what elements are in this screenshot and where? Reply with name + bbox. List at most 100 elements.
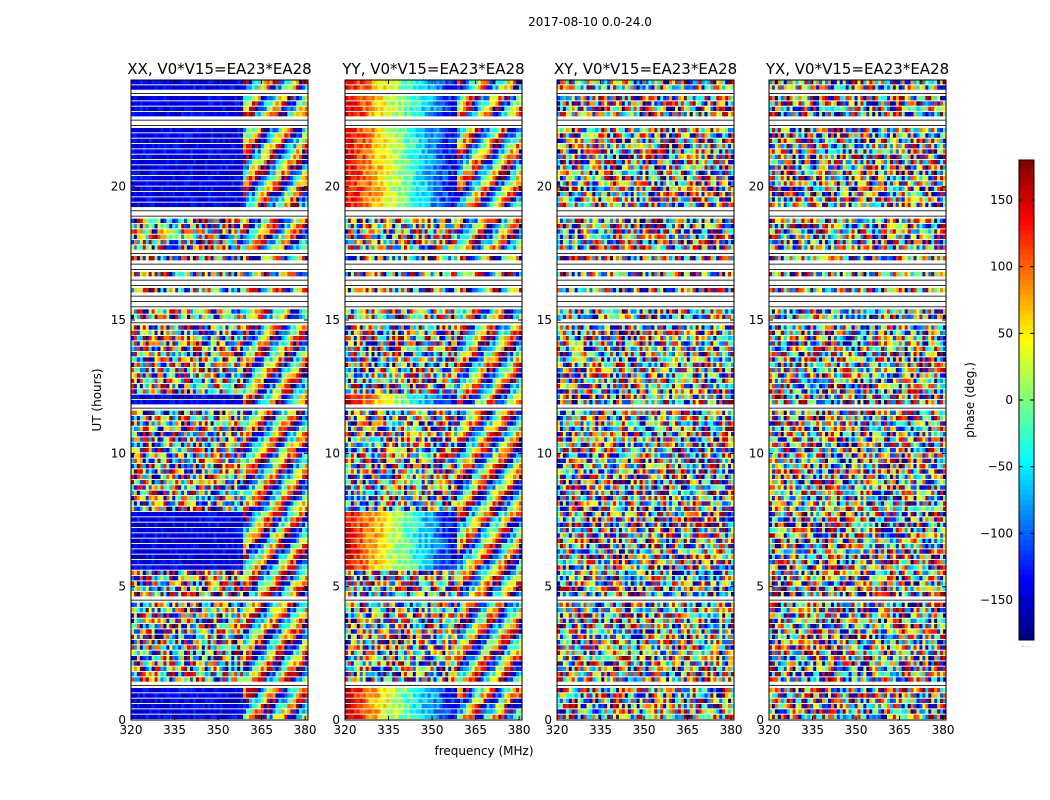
colorbar-segment [1019,415,1034,421]
x-tick-label: 320 [120,723,143,737]
y-tick-label: 15 [111,313,126,327]
colorbar-segment [1019,345,1034,351]
colorbar-segment [1019,455,1034,461]
colorbar-segment [1019,230,1034,236]
y-tick-label: 10 [537,446,552,460]
colorbar-segment [1019,260,1034,266]
colorbar-segment [1019,310,1034,316]
colorbar-segment [1019,490,1034,496]
colorbar-segment [1019,425,1034,431]
panel-xx: XX, V0*V15=EA23*EA28 320 335 350 365 380 0 5 10 1… [111,60,317,737]
colorbar-extra-label: ..... [1020,641,1031,649]
colorbar-segment [1019,630,1034,636]
x-tick-label: 365 [888,723,911,737]
x-tick-label: 380 [508,723,531,737]
colorbar-segment [1019,615,1034,621]
colorbar-segment [1019,235,1034,241]
colorbar-segment [1019,440,1034,446]
colorbar-segment [1019,370,1034,376]
panel-title: YX, V0*V15=EA23*EA28 [765,60,949,78]
x-tick-label: 335 [377,723,400,737]
colorbar-tick-label: −50 [988,460,1013,474]
colorbar-segment [1019,580,1034,586]
colorbar-segment [1019,300,1034,306]
colorbar-segment [1019,575,1034,581]
y-tick-label: 5 [332,580,340,594]
colorbar-segment [1019,495,1034,501]
colorbar-segment [1019,590,1034,596]
colorbar-segment [1019,550,1034,556]
x-tick-label: 350 [421,723,444,737]
colorbar-segment [1019,385,1034,391]
colorbar-segment [1019,510,1034,516]
colorbar-segment [1019,275,1034,281]
colorbar-segment [1019,390,1034,396]
colorbar-segment [1019,530,1034,536]
colorbar-segment [1019,280,1034,286]
colorbar-tick-label: 50 [998,326,1013,340]
panel-frame [768,79,947,721]
x-axis-label: frequency (MHz) [434,744,533,758]
panels: XX, V0*V15=EA23*EA28 320 335 350 365 380 0 5 10 1… [111,60,955,737]
colorbar-tick-label: 150 [990,193,1013,207]
x-tick-label: 350 [845,723,868,737]
colorbar-segment [1019,570,1034,576]
x-tick-label: 335 [589,723,612,737]
x-tick-label: 380 [294,723,317,737]
colorbar-segment [1019,560,1034,566]
y-tick-label: 5 [544,580,552,594]
panel-image [557,80,734,720]
x-tick-label: 380 [720,723,743,737]
colorbar-segment [1019,335,1034,341]
colorbar-segment [1019,250,1034,256]
colorbar-segment [1019,585,1034,591]
colorbar-segment [1019,170,1034,176]
colorbar-segment [1019,220,1034,226]
x-tick-label: 365 [464,723,487,737]
colorbar-segment [1019,340,1034,346]
colorbar-segment [1019,350,1034,356]
colorbar-tick-label: 100 [990,260,1013,274]
panel-yx: YX, V0*V15=EA23*EA28 320 335 350 365 380 0 5 10 1… [749,60,955,737]
colorbar-segment [1019,200,1034,206]
x-tick-label: 350 [633,723,656,737]
panel-title: XX, V0*V15=EA23*EA28 [127,60,311,78]
colorbar-segment [1019,600,1034,606]
y-tick-label: 20 [749,180,764,194]
colorbar-segment [1019,480,1034,486]
x-tick-label: 380 [932,723,955,737]
colorbar-segment [1019,410,1034,416]
colorbar-segment [1019,595,1034,601]
y-tick-label: 15 [749,313,764,327]
colorbar-tick-label: −100 [980,526,1013,540]
x-tick-label: 350 [207,723,230,737]
colorbar-segment [1019,195,1034,201]
x-tick-label: 320 [334,723,357,737]
panel-xy: XY, V0*V15=EA23*EA28 320 335 350 365 380 0 5 10 1… [537,60,743,737]
y-tick-label: 5 [118,580,126,594]
panel-title: XY, V0*V15=EA23*EA28 [554,60,737,78]
colorbar-segment [1019,265,1034,271]
colorbar-segment [1019,285,1034,291]
panel-frame [344,79,523,721]
colorbar-segment [1019,175,1034,181]
colorbar-segment [1019,605,1034,611]
colorbar-segment [1019,180,1034,186]
colorbar-segment [1019,525,1034,531]
colorbar-segment [1019,400,1034,406]
y-tick-label: 20 [325,180,340,194]
colorbar-segment [1019,375,1034,381]
colorbar-segment [1019,515,1034,521]
panel-image [131,80,308,720]
colorbar-label: phase (deg.) [963,362,977,438]
colorbar-segment [1019,540,1034,546]
colorbar-segment [1019,465,1034,471]
colorbar-segment [1019,315,1034,321]
y-tick-label: 20 [111,180,126,194]
colorbar-segment [1019,625,1034,631]
colorbar-segment [1019,215,1034,221]
y-tick-label: 10 [111,446,126,460]
panel-title: YY, V0*V15=EA23*EA28 [341,60,524,78]
panel-image [769,80,946,720]
